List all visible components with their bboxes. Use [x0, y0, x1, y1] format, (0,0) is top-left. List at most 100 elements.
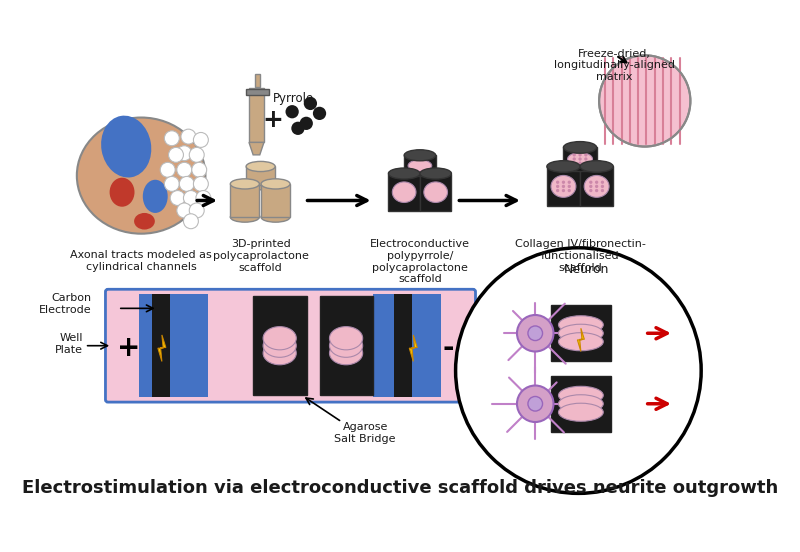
Circle shape: [177, 146, 192, 161]
Circle shape: [573, 153, 576, 157]
FancyBboxPatch shape: [388, 173, 420, 211]
FancyBboxPatch shape: [394, 294, 413, 397]
Text: 3D-printed
polycaprolactone
scaffold: 3D-printed polycaprolactone scaffold: [213, 240, 309, 273]
Text: Agarose
Salt Bridge: Agarose Salt Bridge: [334, 422, 396, 444]
Text: Well
Plate: Well Plate: [55, 333, 83, 355]
Ellipse shape: [547, 161, 580, 172]
Circle shape: [584, 153, 587, 157]
Circle shape: [573, 162, 576, 165]
Circle shape: [589, 181, 593, 184]
Point: [609, 141, 618, 147]
Ellipse shape: [584, 176, 609, 198]
Circle shape: [562, 181, 565, 184]
Point: [625, 141, 634, 147]
Polygon shape: [249, 142, 264, 155]
Circle shape: [192, 162, 206, 177]
Polygon shape: [410, 335, 418, 362]
Ellipse shape: [408, 160, 432, 171]
FancyBboxPatch shape: [246, 89, 269, 95]
Circle shape: [190, 147, 204, 162]
FancyBboxPatch shape: [246, 167, 275, 185]
Circle shape: [584, 157, 587, 161]
Circle shape: [578, 157, 582, 161]
Circle shape: [528, 326, 542, 341]
Text: Pyrrole: Pyrrole: [273, 92, 314, 105]
Circle shape: [177, 203, 192, 218]
Circle shape: [160, 162, 175, 177]
Text: -: -: [442, 334, 454, 362]
Ellipse shape: [551, 176, 576, 198]
Ellipse shape: [261, 179, 290, 189]
Circle shape: [578, 153, 582, 157]
Circle shape: [300, 116, 313, 130]
Point: [634, 55, 643, 61]
FancyBboxPatch shape: [261, 184, 290, 217]
Polygon shape: [158, 335, 166, 362]
Circle shape: [528, 396, 542, 411]
Ellipse shape: [558, 403, 603, 421]
Circle shape: [169, 147, 183, 162]
Point: [675, 141, 685, 147]
Circle shape: [556, 185, 559, 188]
Circle shape: [183, 214, 198, 229]
Circle shape: [170, 190, 185, 205]
Ellipse shape: [392, 182, 416, 203]
Circle shape: [601, 189, 604, 192]
Circle shape: [164, 131, 179, 146]
Circle shape: [183, 190, 198, 205]
Circle shape: [567, 181, 571, 184]
Text: Freeze-dried,
longitudinally-aligned
matrix: Freeze-dried, longitudinally-aligned mat…: [554, 49, 674, 82]
Point: [617, 141, 626, 147]
Circle shape: [562, 185, 565, 188]
Text: Axonal tracts modeled as
cylindrical channels: Axonal tracts modeled as cylindrical cha…: [70, 250, 212, 272]
Circle shape: [589, 189, 593, 192]
Point: [650, 141, 659, 147]
Circle shape: [562, 189, 565, 192]
Ellipse shape: [567, 152, 593, 166]
Point: [675, 55, 685, 61]
Point: [625, 55, 634, 61]
Ellipse shape: [330, 342, 362, 365]
Circle shape: [599, 55, 690, 147]
Circle shape: [517, 315, 554, 352]
Circle shape: [313, 107, 326, 120]
Ellipse shape: [558, 333, 603, 351]
FancyBboxPatch shape: [253, 296, 307, 395]
Ellipse shape: [424, 182, 447, 203]
Point: [650, 55, 659, 61]
FancyBboxPatch shape: [319, 296, 374, 395]
FancyBboxPatch shape: [139, 294, 207, 397]
FancyBboxPatch shape: [563, 147, 597, 171]
Circle shape: [567, 185, 571, 188]
Circle shape: [578, 162, 582, 165]
Circle shape: [194, 132, 208, 147]
Text: +: +: [262, 108, 283, 132]
Circle shape: [601, 181, 604, 184]
Circle shape: [181, 129, 196, 144]
FancyBboxPatch shape: [152, 294, 170, 397]
FancyBboxPatch shape: [551, 305, 610, 362]
Ellipse shape: [263, 342, 296, 365]
Circle shape: [556, 181, 559, 184]
Point: [617, 55, 626, 61]
Ellipse shape: [330, 334, 362, 357]
FancyBboxPatch shape: [230, 184, 259, 217]
Text: Electrostimulation via electroconductive scaffold drives neurite outgrowth: Electrostimulation via electroconductive…: [22, 479, 778, 497]
Point: [666, 141, 676, 147]
Circle shape: [286, 105, 298, 118]
Circle shape: [517, 385, 554, 422]
Ellipse shape: [261, 212, 290, 222]
Point: [634, 141, 643, 147]
FancyBboxPatch shape: [580, 167, 614, 206]
Circle shape: [595, 181, 598, 184]
Point: [666, 55, 676, 61]
Point: [609, 55, 618, 61]
Point: [658, 141, 668, 147]
Ellipse shape: [101, 115, 151, 178]
Circle shape: [601, 185, 604, 188]
FancyBboxPatch shape: [420, 173, 451, 211]
Ellipse shape: [110, 178, 134, 206]
Text: Carbon
Electrode: Carbon Electrode: [38, 294, 91, 315]
Point: [600, 141, 610, 147]
FancyBboxPatch shape: [547, 167, 580, 206]
